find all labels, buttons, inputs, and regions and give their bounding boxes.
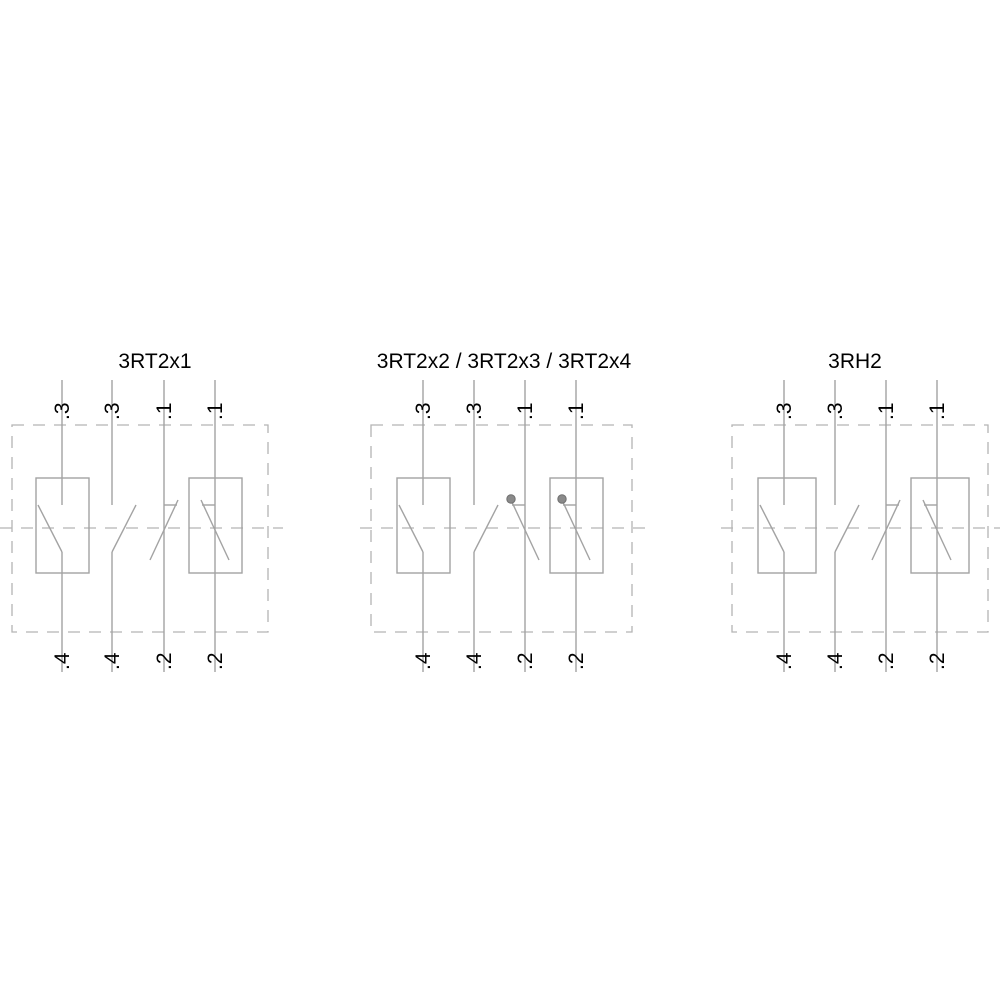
terminal-label-bottom: .2 — [204, 652, 227, 670]
contact-link-dot — [506, 494, 516, 504]
terminal-label-top: .1 — [153, 402, 176, 420]
terminal-label-bottom: .2 — [565, 652, 588, 670]
terminal-column — [922, 380, 952, 672]
nc-contact-blade — [510, 499, 540, 561]
terminal-label-top: .3 — [773, 402, 796, 420]
terminal-label-bottom: .2 — [926, 652, 949, 670]
contact-block-rect — [910, 477, 970, 574]
terminal-label-bottom: .2 — [875, 652, 898, 670]
terminal-column — [557, 380, 591, 672]
terminal-label-top: .3 — [101, 402, 124, 420]
no-contact-blade — [111, 504, 137, 553]
nc-contact-blade — [922, 499, 952, 561]
terminal-label-bottom: .2 — [514, 652, 537, 670]
terminal-column — [398, 380, 424, 672]
terminal-label-bottom: .4 — [773, 652, 796, 670]
terminal-label-top: .1 — [926, 402, 949, 420]
terminal-label-bottom: .4 — [463, 652, 486, 670]
terminal-label-bottom: .2 — [153, 652, 176, 670]
terminal-column — [37, 380, 63, 672]
nc-contact-blade — [149, 499, 179, 561]
terminal-label-top: .3 — [463, 402, 486, 420]
terminal-label-top: .1 — [204, 402, 227, 420]
group-title: 3RH2 — [828, 350, 882, 373]
nc-contact-blade — [200, 499, 230, 561]
terminal-label-bottom: .4 — [101, 652, 124, 670]
terminal-label-bottom: .4 — [824, 652, 847, 670]
terminal-label-top: .3 — [412, 402, 435, 420]
terminal-column — [111, 380, 137, 672]
terminal-label-bottom: .4 — [51, 652, 74, 670]
nc-contact-blade — [561, 499, 591, 561]
no-contact-blade — [473, 504, 499, 553]
group-3rt2x1 — [0, 380, 283, 672]
no-contact-blade — [37, 504, 63, 553]
enclosure-dashed-rect — [370, 424, 633, 633]
terminal-column — [871, 380, 901, 672]
terminal-label-top: .1 — [875, 402, 898, 420]
terminal-column — [473, 380, 499, 672]
contact-block-rect — [757, 477, 817, 574]
no-contact-blade — [834, 504, 860, 553]
terminal-column — [149, 380, 179, 672]
terminal-label-bottom: .4 — [412, 652, 435, 670]
terminal-column — [834, 380, 860, 672]
group-3rh2 — [721, 380, 1000, 672]
terminal-column — [200, 380, 230, 672]
group-title: 3RT2x1 — [118, 350, 192, 373]
nc-contact-blade — [871, 499, 901, 561]
terminal-label-top: .3 — [51, 402, 74, 420]
no-contact-blade — [398, 504, 424, 553]
no-contact-blade — [759, 504, 785, 553]
terminal-label-top: .1 — [514, 402, 537, 420]
terminal-label-top: .3 — [824, 402, 847, 420]
terminal-label-top: .1 — [565, 402, 588, 420]
group-title: 3RT2x2 / 3RT2x3 / 3RT2x4 — [376, 350, 632, 373]
terminal-column — [506, 380, 540, 672]
contact-link-dot — [557, 494, 567, 504]
terminal-column — [759, 380, 785, 672]
group-3rt2x2-3-4 — [360, 380, 645, 672]
